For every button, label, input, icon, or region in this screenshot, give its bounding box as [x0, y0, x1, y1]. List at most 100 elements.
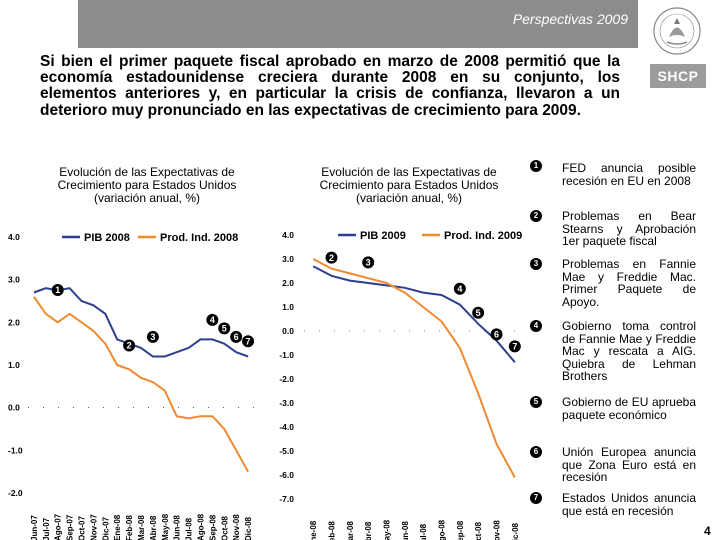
header-banner: Perspectivas 2009	[78, 0, 638, 48]
y-tick-label: 2.0	[282, 278, 294, 288]
legend-label: Prod. Ind. 2009	[444, 230, 522, 242]
chart2-title-text: Evolución de las Expectativas de Crecimi…	[319, 165, 499, 192]
y-tick-label: 2.0	[8, 317, 20, 327]
event-marker-label: 5	[222, 324, 227, 334]
x-tick-label: Ene-08	[113, 514, 122, 540]
event-marker	[472, 306, 485, 319]
y-tick-label: 3.0	[282, 254, 294, 264]
y-tick-label: -2.0	[8, 488, 23, 498]
event-marker	[51, 284, 64, 296]
event-marker-label: 5	[476, 308, 481, 318]
x-tick-label: Abr-08	[149, 515, 158, 540]
shcp-logo: SHCP	[650, 64, 706, 88]
note-number-badge: 4	[530, 320, 542, 332]
x-tick-label: Mar-08	[346, 521, 355, 540]
x-tick-label: Jul-07	[42, 517, 51, 540]
x-tick-label: May-08	[161, 513, 170, 540]
note-number-badge: 6	[530, 446, 542, 458]
legend-label: PIB 2008	[84, 232, 130, 244]
x-tick-label: Nov-07	[89, 514, 98, 540]
y-tick-label: -2.0	[279, 374, 294, 384]
note-text: Problemas en Fannie Mae y Freddie Mac. P…	[562, 257, 696, 309]
note-number-badge: 2	[530, 210, 542, 222]
page-title: Perspectivas 2009	[512, 11, 628, 27]
event-marker	[453, 282, 466, 295]
event-marker-label: 4	[457, 284, 462, 294]
event-marker-label: 4	[210, 315, 215, 325]
x-tick-label: Dic-08	[511, 522, 520, 540]
y-tick-label: -3.0	[279, 398, 294, 408]
legend-label: PIB 2009	[360, 230, 406, 242]
y-tick-label: 1.0	[282, 302, 294, 312]
x-tick-label: Jul-08	[185, 517, 194, 540]
event-marker	[123, 339, 136, 352]
note-number-badge: 7	[530, 492, 542, 504]
note-text: Gobierno toma control de Fannie Mae y Fr…	[562, 319, 696, 383]
y-tick-label: 0.0	[8, 403, 20, 413]
x-tick-label: Jun-07	[30, 515, 39, 540]
y-tick-label: -7.0	[279, 494, 294, 504]
event-marker	[146, 330, 159, 343]
x-tick-label: Sep-07	[66, 514, 75, 540]
note-number-badge: 3	[530, 258, 542, 270]
x-tick-label: Sep-08	[456, 520, 465, 540]
intro-paragraph: Si bien el primer paquete fiscal aprobad…	[40, 53, 620, 119]
note-text: FED anuncia posible recesión en EU en 20…	[562, 161, 696, 188]
x-tick-label: May-08	[383, 519, 392, 540]
series-line	[312, 265, 516, 363]
x-tick-label: Feb-08	[328, 521, 337, 540]
y-tick-label: -1.0	[8, 445, 23, 455]
y-tick-label: -1.0	[279, 350, 294, 360]
note-number-badge: 5	[530, 396, 542, 408]
x-tick-label: Dic-07	[101, 516, 110, 540]
note-text: Unión Europea anuncia que Zona Euro está…	[562, 445, 696, 484]
chart1-subtitle: (variación anual, %)	[93, 191, 201, 205]
x-tick-label: Jun-08	[401, 521, 410, 540]
x-tick-label: Jun-08	[173, 515, 182, 540]
y-tick-label: 1.0	[8, 360, 20, 370]
x-tick-label: Ago-07	[54, 513, 63, 540]
x-tick-label: Nov-08	[232, 514, 241, 540]
x-tick-label: Ago-08	[196, 513, 205, 540]
x-tick-label: Oct-07	[78, 516, 87, 540]
event-marker	[242, 335, 255, 348]
event-marker	[362, 256, 375, 269]
x-tick-label: Ago-08	[438, 519, 447, 540]
series-line	[33, 296, 249, 473]
x-tick-label: Sep-08	[208, 514, 217, 540]
event-marker	[508, 340, 521, 353]
event-marker-label: 2	[127, 341, 132, 351]
x-tick-label: Feb-08	[125, 515, 134, 540]
event-marker-label: 3	[150, 332, 155, 342]
y-tick-label: 4.0	[282, 230, 294, 240]
event-marker-label: 7	[246, 336, 251, 346]
event-marker	[490, 328, 503, 341]
x-tick-label: Oct-08	[220, 516, 229, 540]
event-marker-label: 3	[366, 258, 371, 268]
x-tick-label: Abr-08	[364, 521, 373, 540]
y-tick-label: -5.0	[279, 446, 294, 456]
note-text: Gobierno de EU aprueba paquete económico	[562, 395, 696, 422]
event-marker	[206, 313, 219, 326]
event-marker	[218, 322, 231, 335]
chart-pib-2009: 4.0 3.0 2.0 1.0 0.0 -1.0 -2.0 -3.0 -4.0 -5.0 -6.0 -…	[279, 230, 524, 540]
page-number: 4	[704, 524, 711, 538]
series-line	[312, 258, 516, 478]
event-marker	[230, 330, 243, 343]
chart1-title-text: Evolución de las Expectativas de Crecimi…	[57, 165, 237, 192]
event-marker-label: 6	[234, 332, 239, 342]
event-marker-label: 1	[55, 285, 60, 295]
event-marker-label: 6	[494, 330, 499, 340]
note-text: Estados Unidos anuncia que está en reces…	[562, 491, 696, 518]
x-tick-label: Mar-08	[137, 515, 146, 540]
y-tick-label: 0.0	[282, 326, 294, 336]
x-tick-label: Jul-08	[419, 523, 428, 540]
legend-label: Prod. Ind. 2008	[160, 232, 238, 244]
chart2-subtitle: (variación anual, %)	[355, 191, 463, 205]
mexican-seal-icon	[653, 7, 701, 55]
note-text: Problemas en Bear Stearns y Aprobación 1…	[562, 209, 696, 248]
event-marker	[325, 251, 338, 264]
chart2-title: Evolución de las Expectativas de Crecimi…	[292, 166, 526, 205]
event-marker-label: 7	[512, 342, 517, 352]
